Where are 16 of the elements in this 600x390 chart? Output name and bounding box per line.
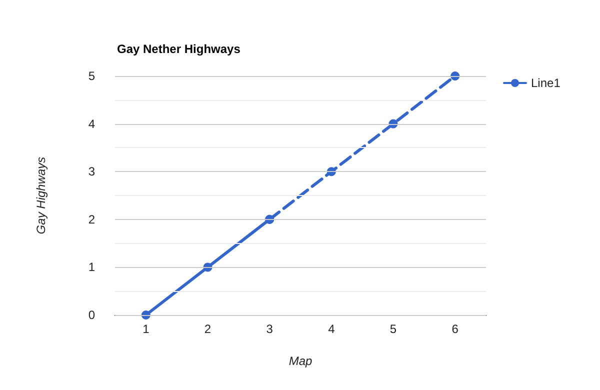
x-axis-title: Map bbox=[288, 354, 312, 368]
x-tick-label: 5 bbox=[390, 322, 397, 336]
y-tick-label: 4 bbox=[88, 116, 96, 131]
y-tick-label: 0 bbox=[88, 308, 96, 322]
y-tick-label: 1 bbox=[88, 260, 96, 274]
y-tick-label: 2 bbox=[88, 212, 96, 226]
x-tick-label: 2 bbox=[204, 322, 212, 336]
y-tick-label: 3 bbox=[88, 164, 96, 179]
x-tick-label: 1 bbox=[142, 322, 150, 336]
chart-title: Gay Nether Highways bbox=[117, 42, 241, 56]
y-tick-label: 5 bbox=[88, 69, 96, 83]
legend-label: Line1 bbox=[531, 76, 561, 90]
x-tick-label: 4 bbox=[328, 322, 336, 336]
y-axis-title: Gay Highways bbox=[34, 156, 48, 234]
x-tick-label: 3 bbox=[266, 322, 274, 336]
x-tick-label: 6 bbox=[452, 322, 459, 336]
